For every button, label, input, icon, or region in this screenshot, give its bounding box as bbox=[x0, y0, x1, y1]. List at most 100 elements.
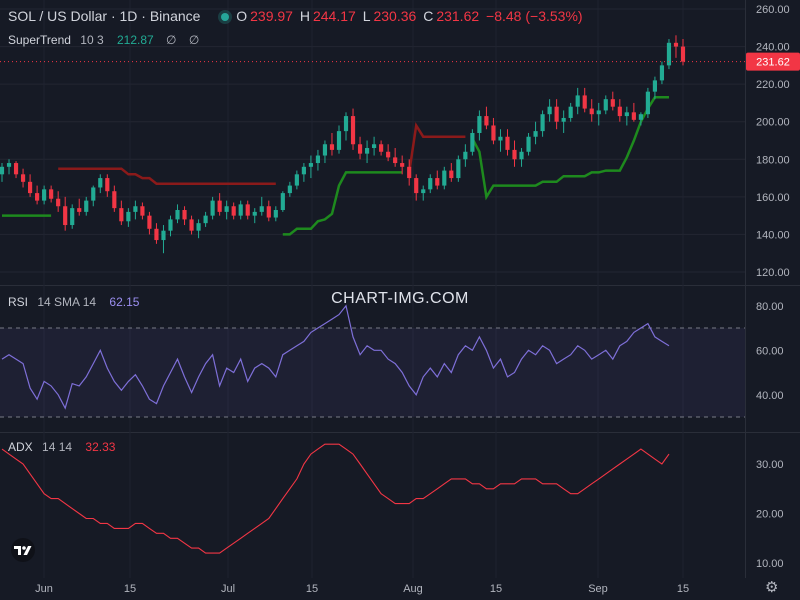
rsi-legend[interactable]: RSI 14 SMA 14 62.15 bbox=[8, 295, 142, 309]
candle-body bbox=[519, 151, 524, 160]
adx-name: ADX bbox=[8, 440, 33, 454]
tradingview-logo-icon[interactable] bbox=[8, 538, 38, 562]
adx-legend[interactable]: ADX 14 14 32.33 bbox=[8, 440, 118, 454]
supertrend-line bbox=[282, 171, 403, 236]
candle-body bbox=[252, 211, 257, 216]
candle-body bbox=[112, 191, 117, 209]
candle-body bbox=[182, 210, 187, 220]
candle-body bbox=[491, 125, 496, 141]
adx-tick-label: 20.00 bbox=[756, 509, 784, 521]
low-label: L bbox=[362, 8, 371, 24]
close-label: C bbox=[423, 8, 434, 24]
candle-body bbox=[547, 106, 552, 115]
candle-body bbox=[77, 208, 82, 212]
candle-body bbox=[189, 219, 194, 231]
candle-body bbox=[49, 189, 54, 199]
candle-body bbox=[308, 163, 313, 167]
rsi-params: 14 SMA 14 bbox=[37, 295, 97, 309]
candle-body bbox=[561, 117, 566, 122]
candle-body bbox=[364, 148, 370, 154]
candle-body bbox=[379, 144, 384, 152]
rsi-tick-label: 80.00 bbox=[756, 301, 784, 313]
candle-body bbox=[673, 42, 679, 47]
supertrend-name: SuperTrend bbox=[8, 33, 71, 47]
candle-body bbox=[350, 116, 356, 145]
price-tick-label: 120.00 bbox=[756, 267, 790, 279]
candle-body bbox=[6, 163, 12, 167]
candle-body bbox=[294, 174, 299, 186]
candle-body bbox=[168, 219, 173, 231]
candle-body bbox=[245, 204, 250, 216]
supertrend-line bbox=[471, 96, 669, 201]
candle-body bbox=[280, 193, 285, 211]
candle-body bbox=[652, 80, 658, 92]
candle-body bbox=[680, 46, 686, 62]
time-tick-label: Jul bbox=[221, 583, 235, 595]
candle-body bbox=[554, 106, 559, 122]
candle-body bbox=[287, 185, 292, 194]
candle-body bbox=[540, 114, 545, 132]
candle-body bbox=[407, 166, 412, 179]
adx-line bbox=[1, 443, 670, 554]
price-tick-label: 160.00 bbox=[756, 192, 790, 204]
candle-body bbox=[617, 106, 622, 117]
candle-body bbox=[456, 159, 461, 179]
time-tick-label: Aug bbox=[403, 583, 423, 595]
candle-body bbox=[336, 131, 342, 150]
candle-body bbox=[575, 95, 580, 107]
adx-params: 14 14 bbox=[42, 440, 73, 454]
high-value: 244.17 bbox=[312, 8, 356, 24]
symbol-title[interactable]: SOL / US Dollar · 1D · Binance bbox=[8, 8, 201, 24]
rsi-tick-label: 60.00 bbox=[756, 345, 784, 357]
open-label: O bbox=[236, 8, 248, 24]
candle-body bbox=[659, 65, 665, 81]
supertrend-legend[interactable]: SuperTrend 10 3 212.87 ∅ ∅ bbox=[8, 33, 202, 47]
close-value: 231.62 bbox=[436, 8, 480, 24]
adx-tick-label: 10.00 bbox=[756, 558, 784, 570]
high-label: H bbox=[299, 8, 310, 24]
candle-body bbox=[210, 200, 215, 216]
gear-icon[interactable]: ⚙ bbox=[765, 579, 779, 596]
last-price-tag bbox=[746, 52, 800, 71]
candle-body bbox=[449, 170, 454, 179]
pane-2 bbox=[0, 433, 745, 578]
time-tick-label: 15 bbox=[124, 583, 136, 595]
price-tick-label: 220.00 bbox=[756, 79, 790, 91]
rsi-name: RSI bbox=[8, 295, 29, 309]
pane-0 bbox=[0, 0, 745, 285]
candle-body bbox=[484, 116, 489, 126]
candle-body bbox=[498, 136, 503, 141]
rsi-band bbox=[0, 328, 745, 417]
candle-body bbox=[624, 112, 629, 117]
candle-body bbox=[27, 181, 33, 194]
price-tick-label: 180.00 bbox=[756, 154, 790, 166]
candle-body bbox=[63, 206, 68, 226]
candle-body bbox=[84, 200, 89, 212]
supertrend-value: 212.87 bbox=[116, 33, 154, 47]
candle-body bbox=[477, 116, 482, 133]
price-tick-label: 140.00 bbox=[756, 229, 790, 241]
price-tick-label: 240.00 bbox=[756, 42, 790, 54]
supertrend-params: 10 3 bbox=[80, 33, 104, 47]
candle-body bbox=[343, 116, 349, 132]
candle-body bbox=[470, 132, 475, 152]
candle-body bbox=[42, 189, 47, 201]
candle-body bbox=[435, 178, 440, 186]
candle-body bbox=[301, 166, 306, 175]
price-tick-label: 200.00 bbox=[756, 117, 790, 129]
candle-body bbox=[196, 223, 201, 231]
last-price-tag-label: 231.62 bbox=[756, 57, 790, 69]
candle-body bbox=[70, 208, 75, 226]
time-tick-label: Jun bbox=[35, 583, 53, 595]
candle-body bbox=[126, 211, 131, 222]
candle-body bbox=[13, 163, 19, 175]
candle-body bbox=[91, 187, 96, 201]
candle-body bbox=[35, 193, 40, 201]
candle-body bbox=[442, 170, 447, 186]
candle-body bbox=[386, 151, 391, 158]
candle-body bbox=[638, 114, 643, 120]
candle-body bbox=[266, 206, 271, 218]
candle-body bbox=[0, 166, 5, 175]
candle-body bbox=[20, 174, 26, 182]
